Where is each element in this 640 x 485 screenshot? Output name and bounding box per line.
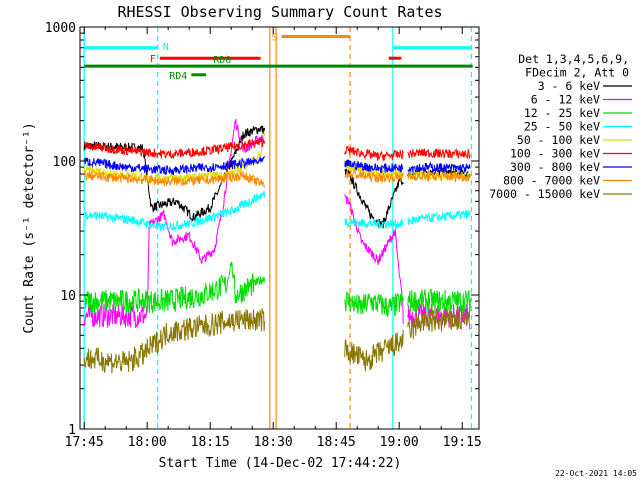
legend-entry-label: 7000 - 15000 keV: [489, 187, 600, 201]
flag-label: F: [150, 54, 156, 65]
legend-entry-label: 3 - 6 keV: [538, 79, 600, 93]
y-tick-label: 1: [68, 423, 76, 438]
legend-entry-label: 50 - 100 keV: [517, 133, 600, 147]
x-tick-label: 19:00: [380, 435, 419, 450]
legend-entry-label: 100 - 300 keV: [510, 147, 600, 161]
x-tick-label: 18:45: [317, 435, 356, 450]
plot-frame: [79, 26, 480, 430]
series-line: [83, 261, 471, 318]
flag-label: N: [163, 42, 169, 53]
series-line: [83, 308, 471, 374]
series-line: [83, 191, 471, 232]
x-tick-label: 18:15: [191, 435, 230, 450]
x-tick-label: 18:00: [128, 435, 167, 450]
flag-label: S: [272, 32, 278, 43]
y-tick-label: 100: [53, 155, 76, 170]
legend-header: FDecim 2, Att 0: [525, 66, 629, 80]
series-line: [83, 155, 471, 176]
y-tick-label: 1000: [45, 21, 76, 36]
x-tick-label: 19:15: [443, 435, 482, 450]
series-line: [83, 168, 471, 188]
legend-entry-label: 800 - 7000 keV: [503, 174, 600, 188]
x-tick-label: 17:45: [65, 435, 104, 450]
series-line: [83, 136, 471, 161]
chart-title: RHESSI Observing Summary Count Rates: [117, 3, 442, 21]
flag-label: RD4: [169, 71, 187, 82]
flag-label: RD0: [213, 55, 231, 66]
legend-header: Det 1,3,4,5,6,9,: [518, 52, 629, 66]
timestamp: 22-Oct-2021 14:05: [555, 469, 637, 478]
y-tick-label: 10: [60, 289, 76, 304]
x-axis-label: Start Time (14-Dec-02 17:44:22): [159, 456, 402, 471]
x-tick-label: 18:30: [254, 435, 293, 450]
legend-entry-label: 300 - 800 keV: [510, 160, 600, 174]
legend-entry-label: 6 - 12 keV: [531, 93, 600, 107]
y-axis-label: Count Rate (s⁻¹ detector⁻¹): [22, 122, 37, 333]
legend-entry-label: 12 - 25 keV: [524, 106, 600, 120]
legend-entry-label: 25 - 50 keV: [524, 120, 600, 134]
